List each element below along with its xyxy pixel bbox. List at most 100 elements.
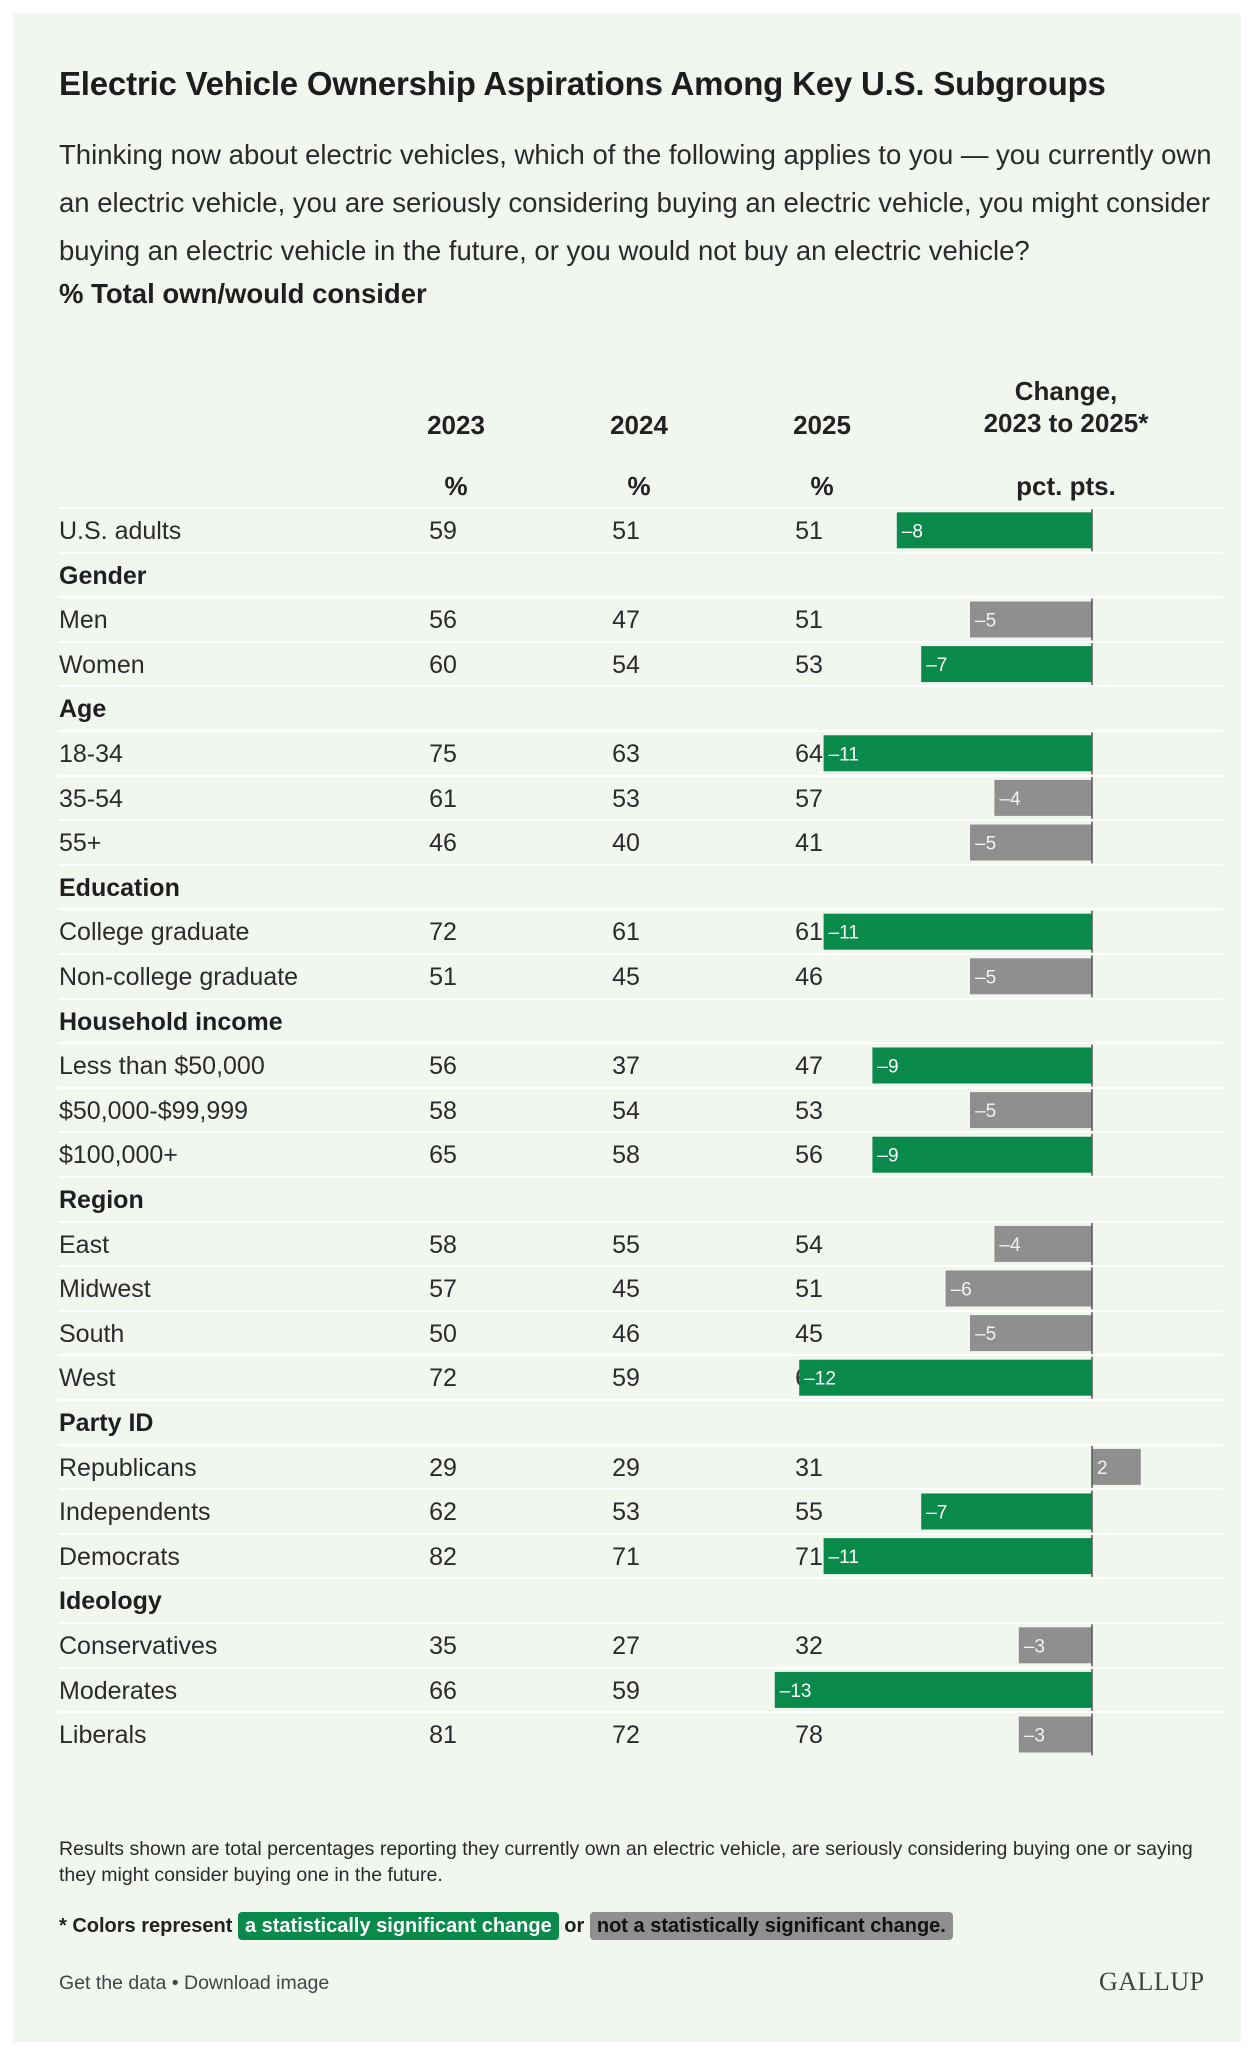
- cell-v2023: 72: [429, 1364, 457, 1393]
- group-label: Age: [59, 695, 107, 724]
- col-unit-change: pct. pts.: [1016, 471, 1116, 501]
- change-label: –6: [951, 1280, 972, 1301]
- cell-v2024: 29: [612, 1453, 640, 1482]
- table-row: College graduate 72 61 61: [59, 908, 1223, 954]
- cell-v2025: 41: [795, 829, 823, 858]
- cell-v2025: 64: [795, 740, 823, 768]
- row-label: Democrats: [59, 1542, 180, 1571]
- row-label: Conservatives: [59, 1632, 218, 1660]
- cell-v2025: 32: [795, 1632, 823, 1660]
- cell-v2023: 58: [429, 1096, 457, 1125]
- change-bar: [799, 1359, 1092, 1396]
- cell-v2023: 50: [429, 1319, 457, 1348]
- group-header-row: Age: [59, 685, 1223, 731]
- change-bar: [994, 1225, 1092, 1262]
- group-label: Ideology: [59, 1587, 162, 1616]
- group-label: Region: [59, 1186, 144, 1214]
- chart-subtitle: Thinking now about electric vehicles, wh…: [59, 139, 1212, 266]
- col-header-change: Change, 2023 to 2025*: [936, 375, 1196, 439]
- table-row: Women 60 54 53: [59, 640, 1223, 687]
- download-image-link[interactable]: Download image: [184, 1972, 330, 1994]
- cell-v2023: 72: [429, 918, 457, 947]
- legend-not-significant-chip: not a statistically significant change.: [589, 1912, 953, 1940]
- cell-v2023: 56: [429, 1052, 457, 1081]
- col-header-2025: 2025: [793, 410, 851, 440]
- col-header-change-line1: Change,: [1014, 376, 1118, 406]
- get-data-link[interactable]: Get the data: [59, 1972, 167, 1994]
- cell-v2024: 72: [612, 1721, 640, 1750]
- cell-v2025: 31: [795, 1453, 823, 1482]
- row-label: $100,000+: [59, 1141, 178, 1170]
- cell-v2024: 45: [612, 963, 640, 991]
- gallup-logo: GALLUP: [1099, 1967, 1205, 1996]
- group-header-row: Household income: [59, 997, 1223, 1044]
- row-label: Midwest: [59, 1275, 151, 1304]
- table-row: Liberals 81 72 78: [59, 1711, 1223, 1757]
- col-unit-2023: %: [444, 471, 468, 501]
- change-bar: [823, 913, 1092, 950]
- cell-v2025: 78: [795, 1721, 823, 1750]
- cell-v2023: 35: [429, 1632, 457, 1660]
- row-label: Less than $50,000: [59, 1052, 265, 1081]
- group-label: Education: [59, 873, 180, 902]
- row-label: Men: [59, 606, 108, 635]
- change-label: –3: [1024, 1636, 1045, 1657]
- cell-v2025: 47: [795, 1052, 823, 1081]
- cell-v2023: 82: [429, 1542, 457, 1571]
- change-bar: [774, 1671, 1092, 1708]
- col-unit-2024: %: [627, 471, 651, 501]
- cell-v2024: 71: [612, 1542, 640, 1571]
- change-label: –5: [975, 967, 996, 988]
- table-row: Independents 62 53 55: [59, 1488, 1223, 1534]
- change-label: –5: [975, 611, 996, 632]
- table-row: Conservatives 35 27 32: [59, 1622, 1223, 1668]
- cell-v2025: 61: [795, 918, 823, 947]
- change-bar: [896, 512, 1092, 549]
- col-unit-2025: %: [810, 471, 834, 501]
- cell-v2025: 51: [795, 606, 823, 635]
- change-bar: [921, 646, 1092, 683]
- cell-v2023: 57: [429, 1275, 457, 1304]
- col-header-change-line2: 2023 to 2025*: [983, 408, 1149, 438]
- change-bar: [1018, 1716, 1092, 1753]
- link-separator: •: [171, 1972, 179, 1994]
- change-label: –11: [829, 744, 859, 765]
- row-label: Independents: [59, 1498, 211, 1527]
- table-row: 18-34 75 63 64: [59, 730, 1223, 776]
- legend-prefix: * Colors represent: [59, 1915, 233, 1937]
- group-label: Party ID: [59, 1409, 154, 1437]
- cell-v2025: 55: [795, 1498, 823, 1527]
- cell-v2023: 46: [429, 829, 457, 858]
- change-bar: [872, 1136, 1092, 1173]
- legend-significant-chip: a statistically significant change: [237, 1912, 559, 1940]
- change-label: –11: [829, 1547, 859, 1568]
- cell-v2023: 51: [429, 963, 457, 991]
- cell-v2025: 46: [795, 963, 823, 991]
- cell-v2023: 29: [429, 1453, 457, 1482]
- change-bar: [970, 958, 1092, 995]
- group-header-row: Gender: [59, 551, 1223, 598]
- table-row: U.S. adults 59 51 51: [59, 507, 1223, 553]
- legend-or: or: [564, 1915, 585, 1937]
- change-label: 2: [1097, 1458, 1108, 1479]
- cell-v2025: 71: [795, 1542, 823, 1571]
- change-bar: [970, 601, 1092, 638]
- row-label: 35-54: [59, 784, 123, 813]
- cell-v2023: 66: [429, 1676, 457, 1705]
- change-bar: [823, 735, 1092, 772]
- cell-v2024: 54: [612, 1096, 640, 1125]
- cell-v2025: 54: [795, 1230, 823, 1259]
- col-header-2023: 2023: [427, 410, 485, 440]
- change-bar: [872, 1047, 1092, 1084]
- row-label: Republicans: [59, 1453, 197, 1482]
- row-label: Non-college graduate: [59, 963, 299, 991]
- table-row: Non-college graduate 51 45 46: [59, 953, 1223, 999]
- group-label: Household income: [59, 1007, 283, 1036]
- cell-v2024: 40: [612, 829, 640, 858]
- table-row: South 50 46 45: [59, 1309, 1223, 1356]
- change-bar: [1018, 1627, 1092, 1664]
- table-row: Democrats 82 71 71: [59, 1532, 1223, 1579]
- cell-v2023: 61: [429, 784, 457, 813]
- change-label: –3: [1024, 1726, 1045, 1747]
- row-label: College graduate: [59, 918, 250, 947]
